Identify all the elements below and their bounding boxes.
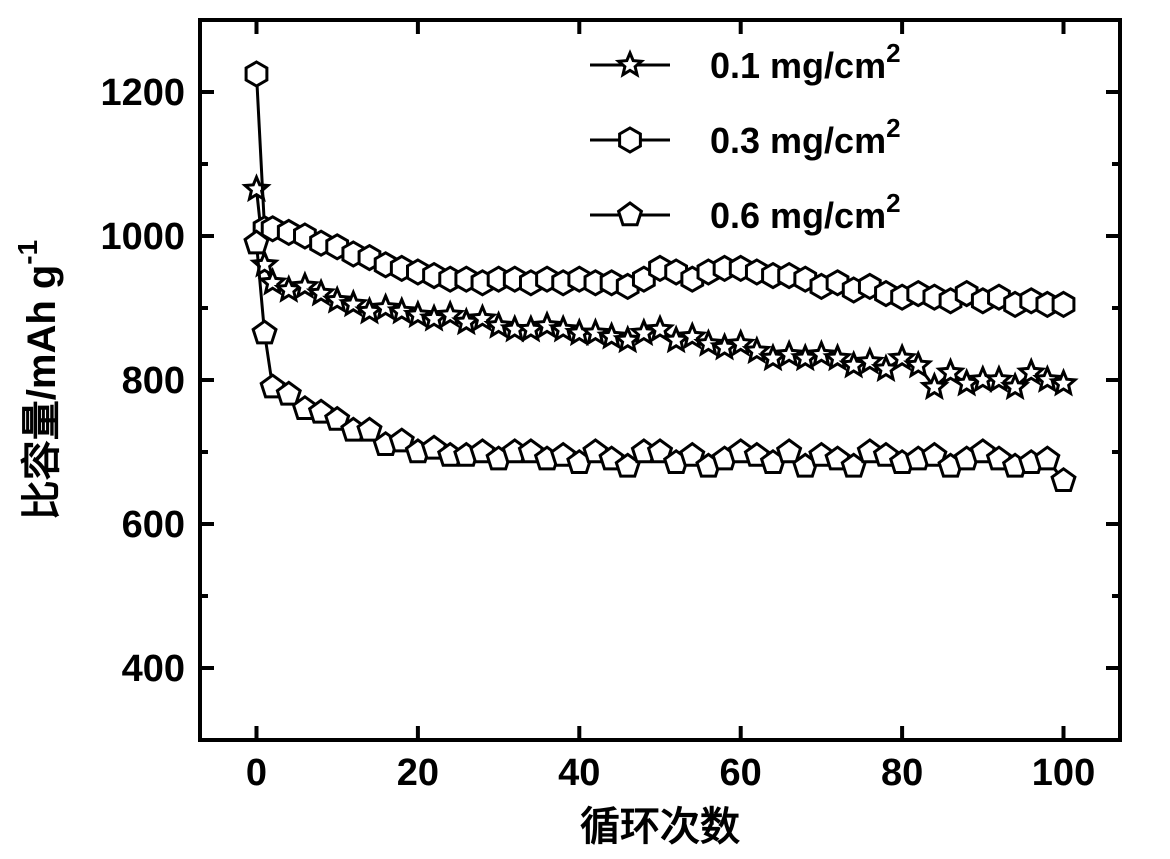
- x-tick-label: 80: [881, 752, 923, 794]
- y-tick-label: 400: [122, 648, 185, 690]
- x-tick-label: 100: [1032, 752, 1095, 794]
- legend-label: 0.1 mg/cm2: [710, 38, 901, 86]
- x-tick-label: 20: [397, 752, 439, 794]
- chart-svg: 0 20 40 60 80 100 400 600 800 1000 1200 循环次数 比容量/mAh…: [0, 0, 1170, 859]
- y-tick-label: 1200: [100, 72, 185, 114]
- y-tick-label: 1000: [100, 216, 185, 258]
- x-tick-label: 60: [720, 752, 762, 794]
- legend-label: 0.6 mg/cm2: [710, 188, 901, 236]
- y-axis-label: 比容量/mAh g-1: [12, 240, 64, 520]
- x-tick-label: 0: [246, 752, 267, 794]
- x-axis-label: 循环次数: [580, 805, 740, 849]
- x-tick-label: 40: [558, 752, 600, 794]
- chart-container: 0 20 40 60 80 100 400 600 800 1000 1200 循环次数 比容量/mAh…: [0, 0, 1170, 859]
- y-tick-label: 600: [122, 504, 185, 546]
- y-tick-label: 800: [122, 360, 185, 402]
- legend-label: 0.3 mg/cm2: [710, 113, 901, 161]
